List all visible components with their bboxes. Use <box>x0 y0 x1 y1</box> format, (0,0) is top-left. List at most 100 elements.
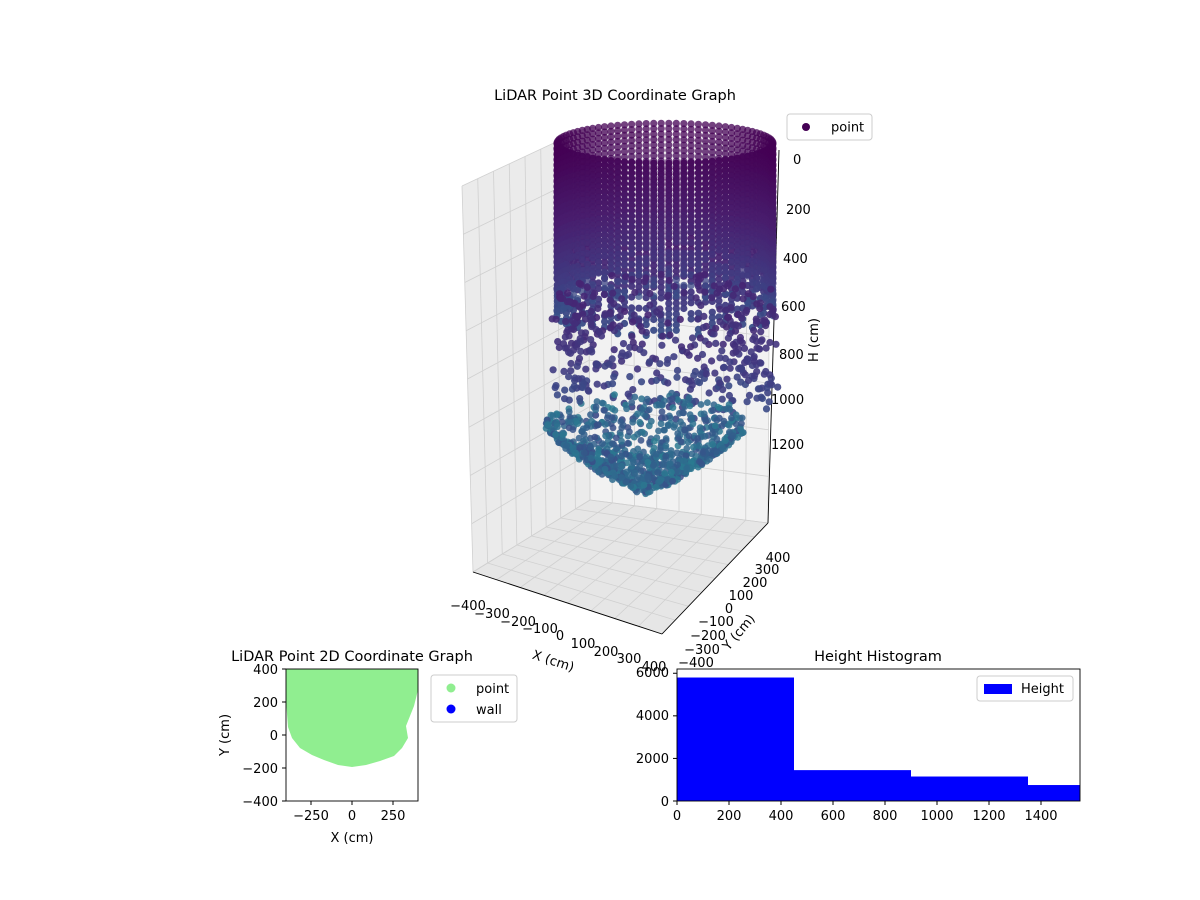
z-tick: 0 <box>793 153 801 168</box>
point-marker <box>672 299 680 307</box>
point-marker <box>699 324 708 332</box>
point-marker <box>650 184 658 192</box>
point-marker <box>581 315 590 323</box>
x-tick: −100 <box>522 622 558 637</box>
point-marker <box>733 157 741 165</box>
point-marker <box>737 364 746 372</box>
point-marker <box>715 267 723 276</box>
z-axis-line <box>767 149 780 524</box>
point-marker <box>658 408 666 416</box>
point-marker <box>671 336 680 344</box>
point-marker <box>665 265 673 273</box>
chart-3d-title: LiDAR Point 3D Coordinate Graph <box>494 88 736 104</box>
point-marker <box>564 326 572 334</box>
point-marker <box>583 222 591 230</box>
point-marker <box>715 176 723 184</box>
point-marker <box>725 422 733 429</box>
point-marker <box>601 421 609 428</box>
point-marker <box>733 232 741 240</box>
point-marker <box>614 256 622 264</box>
point-marker <box>650 189 658 198</box>
point-marker <box>657 206 665 214</box>
point-marker <box>657 157 665 165</box>
point-marker <box>594 172 603 180</box>
point-marker <box>594 258 603 266</box>
point-marker <box>620 223 629 231</box>
point-marker <box>713 416 721 424</box>
point-marker <box>561 333 569 341</box>
point-marker <box>680 179 688 187</box>
point-marker <box>607 160 615 168</box>
point-marker <box>687 136 695 144</box>
point-marker <box>715 192 723 200</box>
point-marker <box>673 366 682 375</box>
point-marker <box>657 211 665 219</box>
point-marker <box>597 332 606 340</box>
point-marker <box>727 210 736 218</box>
point-marker <box>713 435 721 443</box>
point-marker <box>769 181 777 189</box>
point-marker <box>583 276 591 284</box>
point-marker <box>614 224 622 232</box>
point-marker <box>601 128 609 136</box>
point-marker <box>672 254 680 262</box>
grid-line <box>589 499 769 524</box>
point-marker <box>583 131 591 139</box>
point-marker <box>766 371 774 379</box>
point-marker <box>694 239 703 247</box>
point-marker <box>575 354 584 362</box>
point-marker <box>727 253 736 261</box>
point-marker <box>583 174 591 182</box>
y-tick: 6000 <box>636 666 669 681</box>
point-marker <box>680 457 688 465</box>
point-marker <box>704 399 711 406</box>
point-marker <box>589 216 597 224</box>
point-marker <box>549 412 557 420</box>
point-marker <box>708 240 716 248</box>
point-marker <box>601 220 609 228</box>
histogram-bar <box>794 770 911 801</box>
point-marker <box>698 350 707 359</box>
point-marker <box>621 273 630 281</box>
point-marker <box>725 382 733 390</box>
point-marker <box>624 471 632 479</box>
point-marker <box>664 421 672 429</box>
point-marker <box>601 247 609 255</box>
point-marker <box>657 294 665 302</box>
point-marker <box>733 200 741 208</box>
point-marker <box>583 283 591 292</box>
point-marker <box>620 137 629 145</box>
point-marker <box>589 162 597 170</box>
point-marker <box>611 407 619 414</box>
point-marker <box>642 195 650 203</box>
point-marker <box>680 270 688 279</box>
point-marker <box>672 206 680 214</box>
point-marker <box>611 472 619 480</box>
point-marker <box>623 405 630 413</box>
point-marker <box>708 213 716 221</box>
point-marker <box>636 418 644 426</box>
point-marker <box>642 147 650 155</box>
point-marker <box>696 424 704 432</box>
point-marker <box>657 420 665 428</box>
point-marker <box>601 318 609 326</box>
point-marker <box>701 148 710 156</box>
point-marker <box>554 423 561 431</box>
point-marker <box>609 289 617 297</box>
point-marker <box>635 190 643 198</box>
point-marker <box>721 252 730 260</box>
point-marker <box>626 428 633 436</box>
point-marker <box>637 378 646 386</box>
point-marker <box>657 321 665 329</box>
point-marker <box>733 205 741 213</box>
point-marker <box>752 319 761 327</box>
point-marker <box>769 262 777 270</box>
point-marker <box>674 396 681 403</box>
point-marker <box>723 375 731 383</box>
point-marker <box>733 146 741 154</box>
point-marker <box>594 134 603 142</box>
point-marker <box>680 299 688 307</box>
point-marker <box>605 360 613 368</box>
point-marker <box>594 204 603 212</box>
point-marker <box>583 195 591 204</box>
